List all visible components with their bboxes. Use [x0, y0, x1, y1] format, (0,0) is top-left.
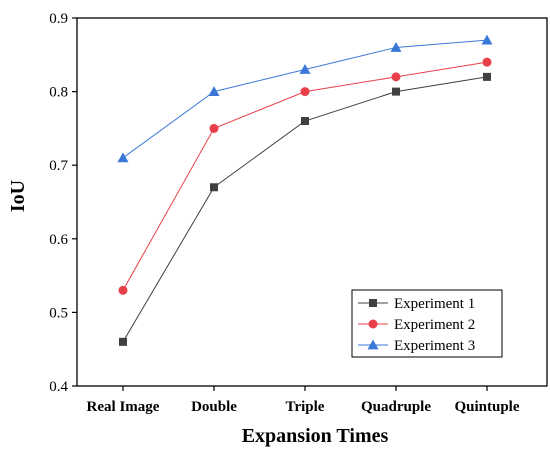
x-axis-title: Expansion Times — [242, 425, 389, 447]
legend-marker — [367, 339, 379, 350]
data-point — [483, 72, 491, 81]
y-axis-title: IoU — [7, 180, 29, 212]
legend-label: Experiment 2 — [394, 317, 475, 333]
data-point — [481, 34, 493, 45]
series-2 — [118, 57, 492, 295]
data-point — [119, 337, 127, 346]
y-tick-label: 0.9 — [49, 11, 68, 27]
data-point — [299, 64, 311, 74]
y-tick-label: 0.7 — [49, 158, 68, 174]
y-tick-label: 0.4 — [49, 379, 68, 395]
x-tick-label: Double — [191, 399, 237, 415]
x-tick-label: Real Image — [87, 399, 160, 415]
data-point — [209, 123, 219, 133]
data-point — [210, 183, 218, 192]
plot-frame — [76, 17, 548, 387]
data-point — [300, 87, 310, 97]
y-tick-label: 0.6 — [49, 232, 68, 248]
series-line — [122, 39, 488, 159]
x-tick-label: Quintuple — [454, 399, 519, 415]
data-point — [391, 72, 401, 82]
legend-label: Experiment 3 — [394, 338, 475, 354]
legend-marker — [369, 299, 377, 307]
x-tick-label: Triple — [286, 399, 325, 415]
data-point — [118, 285, 128, 295]
series-line — [122, 61, 488, 291]
data-point — [390, 41, 402, 52]
data-point — [208, 86, 220, 96]
data-point — [392, 87, 400, 96]
y-tick-label: 0.5 — [49, 305, 68, 321]
legend-label: Experiment 1 — [394, 296, 475, 312]
y-tick-label: 0.8 — [49, 85, 68, 101]
legend-marker — [368, 319, 378, 329]
data-point — [482, 57, 492, 67]
series-1 — [119, 72, 491, 346]
legend: Experiment 1 Experiment 2 Experiment 3 — [351, 289, 503, 358]
series-3 — [117, 34, 493, 163]
data-point — [117, 152, 129, 163]
data-point — [301, 117, 309, 126]
plot-area: 0.4 0.5 0.6 0.7 0.8 0.9 Real Image Double Triple… — [49, 11, 548, 415]
x-tick-label: Quadruple — [361, 399, 431, 415]
